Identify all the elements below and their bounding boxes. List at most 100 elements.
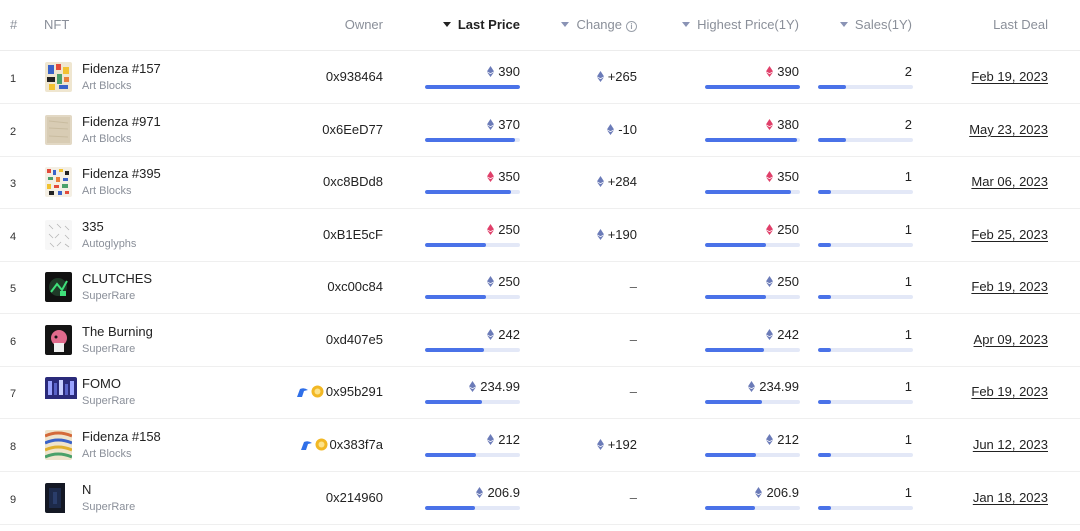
last-price-value: 370: [498, 117, 520, 132]
highest-price-bar-fill: [705, 506, 756, 510]
nft-name[interactable]: Fidenza #395: [82, 166, 161, 181]
column-header-last-price[interactable]: Last Price: [442, 17, 520, 32]
last-price-bar: [425, 506, 520, 510]
owner-address[interactable]: 0xc00c84: [327, 279, 383, 294]
column-header-change[interactable]: Change i: [561, 17, 637, 32]
highest-price-bar-fill: [705, 453, 757, 457]
last-price-value: 350: [498, 169, 520, 184]
nft-name[interactable]: 335: [82, 219, 104, 234]
nft-name[interactable]: Fidenza #971: [82, 114, 161, 129]
nft-collection[interactable]: Art Blocks: [82, 448, 132, 460]
owner-address[interactable]: 0x6EeD77: [322, 122, 383, 137]
highest-price: 250: [766, 274, 799, 290]
last-price-bar-fill: [425, 453, 477, 457]
nft-thumbnail[interactable]: [45, 62, 72, 92]
row-index: 4: [10, 231, 17, 243]
owner-address[interactable]: 0xB1E5cF: [323, 227, 383, 242]
owner-address[interactable]: 0x95b291: [296, 384, 383, 401]
owner-address[interactable]: 0x938464: [326, 69, 383, 84]
table-row[interactable]: 9 N SuperRare 0x214960 206.9 – 206.9 1 Jan 18, 2…: [0, 472, 1080, 525]
nft-collection[interactable]: Autoglyphs: [82, 238, 137, 250]
column-header-nft[interactable]: NFT: [44, 17, 70, 32]
nft-thumbnail[interactable]: [45, 272, 72, 302]
row-index: 3: [10, 178, 17, 190]
owner-address[interactable]: 0xc8BDd8: [323, 174, 383, 189]
nft-name[interactable]: N: [82, 482, 92, 497]
nft-name[interactable]: CLUTCHES: [82, 271, 153, 286]
table-row[interactable]: 7 FOMO SuperRare 0x95b291 234.99 – 234.99 1 Feb …: [0, 366, 1080, 419]
last-deal-link[interactable]: Jun 12, 2023: [972, 437, 1048, 452]
last-deal-link[interactable]: May 23, 2023: [969, 122, 1048, 137]
highest-price-bar: [705, 506, 800, 510]
last-price-bar-fill: [425, 190, 511, 194]
nft-thumbnail[interactable]: [45, 377, 77, 407]
last-price-value: 206.9: [487, 485, 520, 500]
nft-collection[interactable]: Art Blocks: [82, 80, 132, 92]
sales-bar-fill: [818, 348, 832, 352]
last-price-bar-fill: [425, 506, 476, 510]
nft-collection[interactable]: Art Blocks: [82, 133, 132, 145]
eth-red-icon: [766, 118, 774, 133]
owner-address[interactable]: 0xd407e5: [326, 332, 383, 347]
table-row[interactable]: 6 The Burning SuperRare 0xd407e5 242 – 242 1 Apr…: [0, 314, 1080, 367]
nft-collection[interactable]: SuperRare: [82, 395, 136, 407]
column-header-sales[interactable]: Sales(1Y): [839, 17, 912, 32]
last-price-bar-fill: [425, 348, 484, 352]
last-deal-link[interactable]: Feb 19, 2023: [971, 384, 1048, 399]
nft-collection[interactable]: SuperRare: [82, 501, 136, 513]
eth-red-icon: [487, 170, 495, 185]
table-row[interactable]: 5 CLUTCHES SuperRare 0xc00c84 250 – 250 1 Feb 19…: [0, 261, 1080, 314]
owner-address[interactable]: 0x383f7a: [300, 437, 383, 454]
column-header-last-deal[interactable]: Last Deal: [993, 17, 1048, 32]
table-row[interactable]: 8 Fidenza #158 Art Blocks 0x383f7a 212 +192 21…: [0, 419, 1080, 472]
nft-thumbnail[interactable]: [45, 430, 72, 460]
table-row[interactable]: 2 Fidenza #971 Art Blocks 0x6EeD77 370 -10 380…: [0, 104, 1080, 157]
last-price-bar-fill: [425, 243, 486, 247]
owner-address-text: 0xd407e5: [325, 332, 383, 347]
last-deal-link[interactable]: Mar 06, 2023: [971, 174, 1048, 189]
nft-name[interactable]: Fidenza #157: [82, 61, 161, 76]
highest-price: 234.99: [748, 379, 799, 395]
last-deal-link[interactable]: Jan 18, 2023: [972, 490, 1048, 505]
highest-price-bar-fill: [705, 138, 798, 142]
nft-collection[interactable]: SuperRare: [82, 290, 136, 302]
last-deal-link[interactable]: Feb 25, 2023: [971, 227, 1048, 242]
table-row[interactable]: 3 Fidenza #395 Art Blocks 0xc8BDd8 350 +284 35…: [0, 156, 1080, 209]
highest-price-value: 350: [777, 169, 799, 184]
nft-thumbnail[interactable]: [45, 325, 72, 355]
nft-thumbnail[interactable]: [45, 483, 72, 513]
sales-bar-fill: [818, 453, 832, 457]
nft-name[interactable]: The Burning: [82, 324, 153, 339]
highest-price-value: 390: [777, 64, 799, 79]
last-price: 390: [487, 64, 520, 80]
sort-icon: [561, 22, 570, 27]
last-price-bar: [425, 400, 520, 404]
column-header-owner[interactable]: Owner: [344, 17, 383, 32]
nft-collection[interactable]: Art Blocks: [82, 185, 132, 197]
sales-bar-fill: [818, 400, 832, 404]
nft-name[interactable]: Fidenza #158: [82, 429, 161, 444]
owner-address[interactable]: 0x214960: [326, 490, 383, 505]
highest-price-bar: [705, 295, 800, 299]
price-change-value: +265: [607, 69, 637, 84]
table-row[interactable]: 1 Fidenza #157 Art Blocks 0x938464 390 +265 39…: [0, 51, 1080, 104]
nft-name[interactable]: FOMO: [82, 376, 121, 391]
highest-price-bar-fill: [705, 348, 764, 352]
last-price-value: 250: [498, 274, 520, 289]
table-row[interactable]: 4 335 Autoglyphs 0xB1E5cF 250 +190 250 1 Feb 25,…: [0, 209, 1080, 262]
sales-bar: [818, 190, 913, 194]
nft-thumbnail[interactable]: [45, 115, 72, 145]
last-deal-link[interactable]: Feb 19, 2023: [971, 279, 1048, 294]
nft-thumbnail[interactable]: [45, 167, 72, 197]
nft-collection[interactable]: SuperRare: [82, 343, 136, 355]
last-deal-link[interactable]: Apr 09, 2023: [973, 332, 1048, 347]
sales-bar: [818, 506, 913, 510]
last-deal-link[interactable]: Feb 19, 2023: [971, 69, 1048, 84]
sales-bar: [818, 453, 913, 457]
column-header-highest-price[interactable]: Highest Price(1Y): [682, 17, 799, 32]
nft-thumbnail[interactable]: [45, 220, 72, 250]
sales-bar: [818, 138, 913, 142]
eth-icon: [755, 486, 763, 501]
info-icon[interactable]: i: [626, 21, 637, 32]
row-index: 6: [10, 336, 17, 348]
